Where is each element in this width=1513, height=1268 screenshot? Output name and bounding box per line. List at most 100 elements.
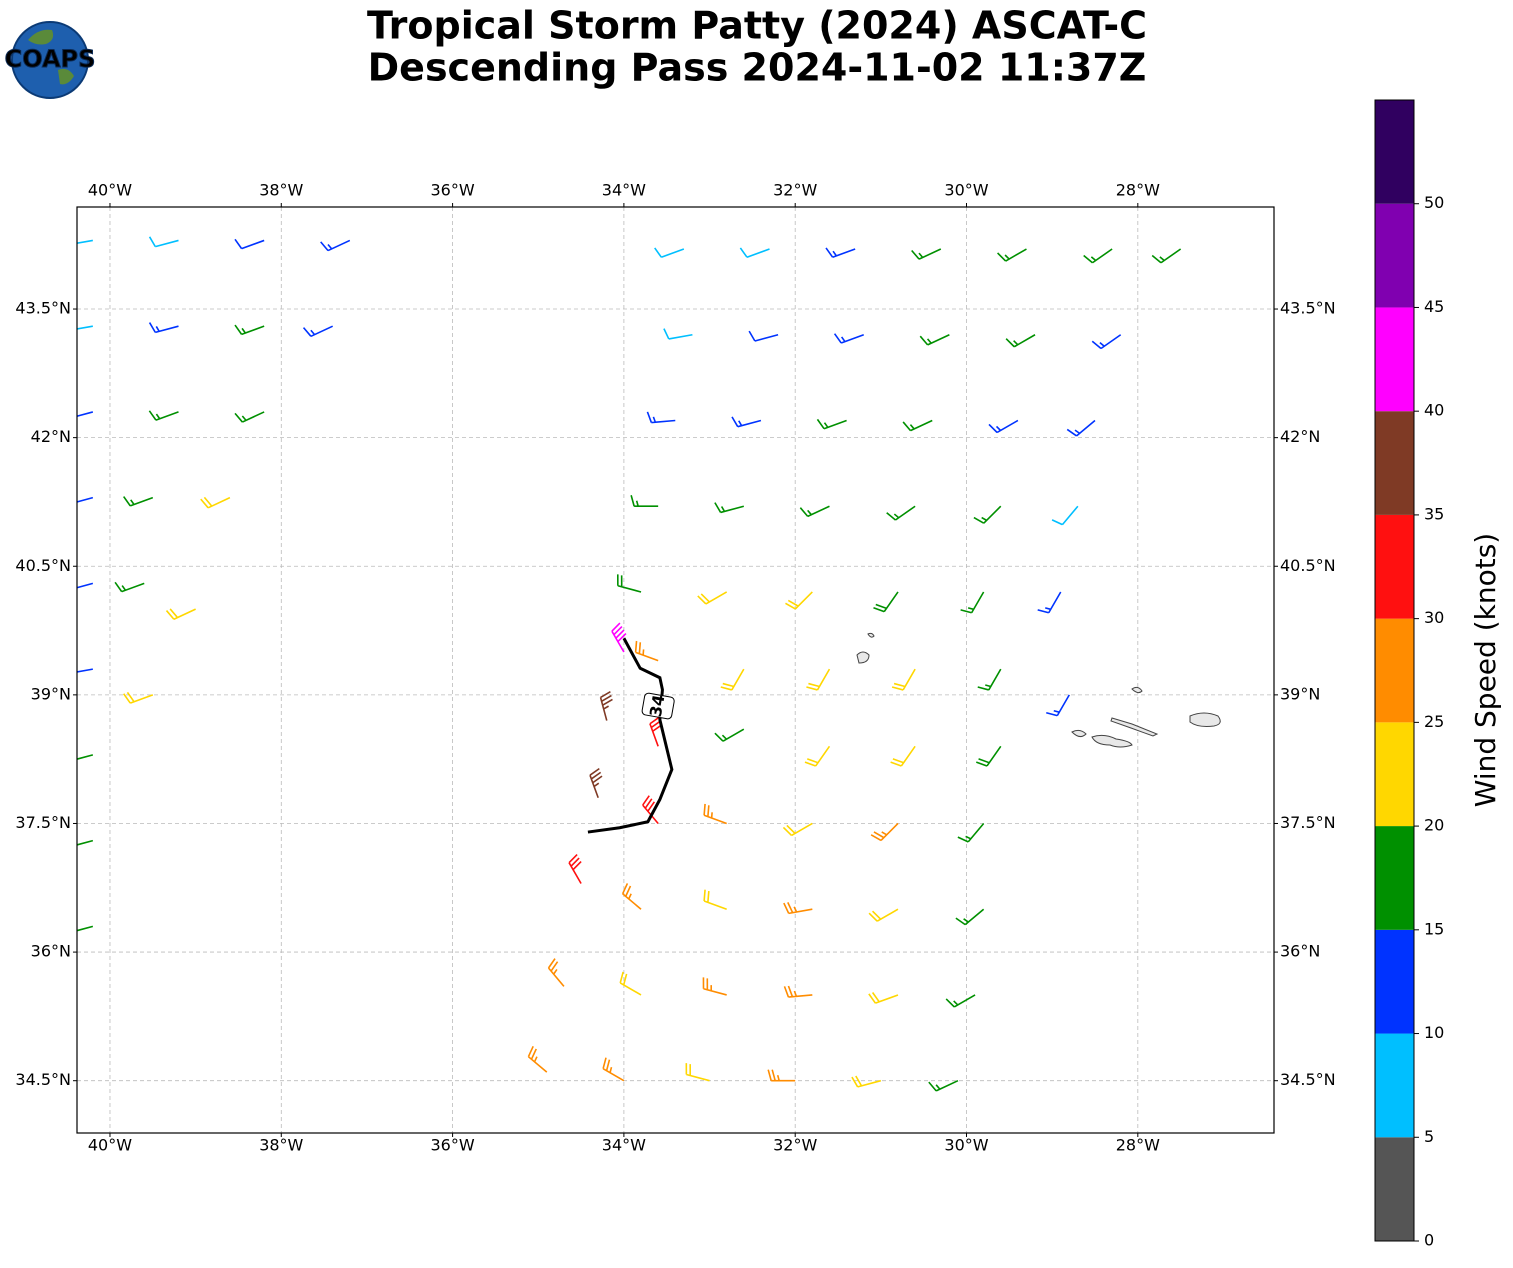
colorbar-tick-label: 50 xyxy=(1424,193,1444,212)
chart-title: Tropical Storm Patty (2024) ASCAT-C xyxy=(367,4,1147,48)
island xyxy=(1110,717,1159,737)
wind-barb xyxy=(891,668,916,691)
y-tick-label: 34.5°N xyxy=(15,1070,71,1089)
wind-barb xyxy=(1066,419,1096,437)
wind-barb xyxy=(785,591,813,610)
x-tick-label: 38°W xyxy=(259,181,303,200)
y-tick-label: 34.5°N xyxy=(1280,1070,1336,1089)
wind-barb xyxy=(720,668,745,691)
wind-barb xyxy=(77,925,94,932)
wind-barb xyxy=(589,767,603,799)
colorbar-frame xyxy=(1374,99,1415,1242)
wind-barb xyxy=(663,328,693,340)
wind-barb xyxy=(634,640,659,662)
colorbar-tick-label: 10 xyxy=(1424,1023,1444,1042)
wind-barb xyxy=(1091,334,1122,350)
wind-barb xyxy=(200,496,231,509)
colorbar-segment xyxy=(1375,1137,1414,1241)
colorbar-tick-label: 20 xyxy=(1424,816,1444,835)
wind-barb xyxy=(654,247,685,258)
colorbar-tick-label: 25 xyxy=(1424,712,1444,731)
colorbar-tick-label: 30 xyxy=(1424,608,1444,627)
wind-barb xyxy=(731,416,762,428)
wind-barb xyxy=(123,691,154,704)
island xyxy=(1071,729,1087,738)
wind-barb xyxy=(77,239,93,245)
x-tick-label: 40°W xyxy=(88,181,132,200)
wind-barb xyxy=(77,411,94,417)
wind-barb xyxy=(165,608,196,620)
wind-barb xyxy=(77,754,94,760)
wind-barb xyxy=(976,745,1002,767)
colorbar-segment xyxy=(1375,203,1414,308)
wind-barb xyxy=(714,728,745,742)
wind-barb xyxy=(825,247,856,258)
wind-barb xyxy=(703,803,727,825)
wind-barb xyxy=(1046,694,1070,717)
wind-barb xyxy=(868,908,899,922)
islands xyxy=(856,632,1221,748)
x-tick-label: 34°W xyxy=(602,1136,646,1155)
colorbar-tick-label: 45 xyxy=(1424,297,1444,316)
colorbar-segment xyxy=(1375,514,1414,619)
island xyxy=(856,651,870,664)
y-tick-label: 39°N xyxy=(1280,684,1320,703)
wind-barb xyxy=(148,236,179,248)
x-tick-label: 36°W xyxy=(430,181,474,200)
wind-barb xyxy=(1005,334,1036,348)
island xyxy=(1091,734,1133,748)
wind-barb xyxy=(611,622,627,653)
wind-barb xyxy=(702,977,727,996)
wind-barb xyxy=(886,505,916,521)
x-tick-label: 28°W xyxy=(1116,1136,1160,1155)
wind-barb xyxy=(919,334,950,346)
wind-barb xyxy=(148,322,179,334)
wind-barb xyxy=(783,985,813,998)
x-tick-label: 32°W xyxy=(773,181,817,200)
wind-barb xyxy=(767,1069,796,1082)
x-tick-label: 38°W xyxy=(259,1136,303,1155)
colorbar-label: Wind Speed (knots) xyxy=(1469,533,1502,807)
island xyxy=(1131,686,1143,694)
wind-barb xyxy=(77,325,93,330)
wind-barb xyxy=(714,502,745,514)
wind-barb xyxy=(783,902,813,915)
track-line xyxy=(587,637,674,834)
track-label: 34 xyxy=(646,693,669,718)
wind-barb xyxy=(799,505,830,518)
wind-barb xyxy=(833,333,864,344)
x-tick-label: 28°W xyxy=(1116,181,1160,200)
wind-barb xyxy=(890,745,916,767)
colorbar-segment xyxy=(1375,1033,1414,1138)
wind-barb xyxy=(782,822,813,837)
wind-barb xyxy=(957,822,985,843)
logo: COAPS xyxy=(4,21,96,99)
wind-barb xyxy=(599,690,613,721)
wind-barb xyxy=(234,238,265,250)
colorbar-tick-label: 40 xyxy=(1424,401,1444,420)
wind-barb xyxy=(960,591,985,614)
wind-barb xyxy=(685,1063,710,1082)
y-tick-label: 40.5°N xyxy=(15,556,71,575)
wind-barb xyxy=(619,971,642,996)
plot-frame xyxy=(76,206,1275,1134)
wind-barb xyxy=(568,854,582,884)
colorbar-segment xyxy=(1375,100,1414,204)
colorbar-tick-label: 15 xyxy=(1424,919,1444,938)
wind-barb xyxy=(973,505,1002,524)
wind-barb xyxy=(945,994,976,1008)
x-tick-label: 36°W xyxy=(430,1136,474,1155)
y-tick-label: 42°N xyxy=(31,427,71,446)
colorbar-segment xyxy=(1375,722,1414,827)
colorbar-tick-label: 35 xyxy=(1424,504,1444,523)
wind-barb xyxy=(928,1079,959,1092)
wind-barb xyxy=(703,889,727,910)
wind-barb xyxy=(234,411,265,423)
colorbar-segment xyxy=(1375,618,1414,723)
wind-barb xyxy=(739,247,770,258)
x-tick-label: 30°W xyxy=(944,1136,988,1155)
colorbar-tick-label: 5 xyxy=(1424,1127,1434,1146)
wind-barb xyxy=(816,418,847,430)
wind-barb xyxy=(646,411,676,424)
wind-barb xyxy=(320,239,351,252)
